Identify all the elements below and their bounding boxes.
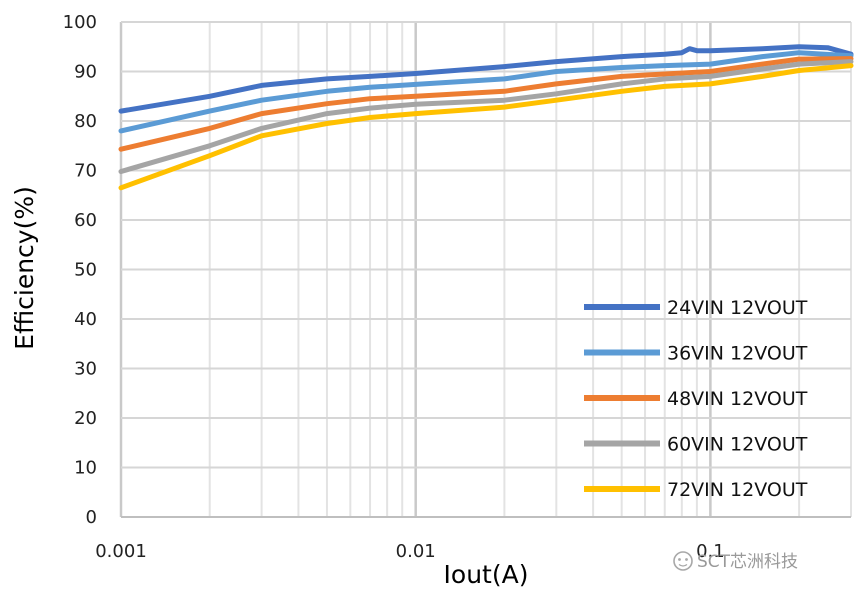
legend-label-5: 72VIN 12VOUT [667,479,808,501]
legend-label-2: 36VIN 12VOUT [667,343,808,365]
series-line-4 [118,59,854,174]
y-tick-label: 80 [74,111,97,132]
x-tick-label: 0.001 [95,541,147,562]
grid [119,21,852,518]
watermark: SCT芯洲科技 [673,551,798,572]
y-tick-label: 60 [74,210,97,231]
series-lines [118,44,854,191]
legend: 24VIN 12VOUT 36VIN 12VOUT 48VIN 12VOUT 60VI… [584,297,808,501]
legend-label-1: 24VIN 12VOUT [667,297,808,319]
x-axis-title: Iout(A) [444,560,529,589]
x-tick-label: 0.1 [696,541,725,562]
x-tick-label: 0.01 [396,541,436,562]
y-tick-label: 50 [74,260,97,281]
y-tick-label: 30 [74,359,97,380]
series-line-3 [118,56,854,152]
y-axis-title: Efficiency(%) [10,186,39,350]
legend-label-4: 60VIN 12VOUT [667,434,808,456]
y-tick-label: 0 [86,507,97,528]
y-tick-label: 10 [74,458,97,479]
wechat-icon [673,551,693,571]
y-tick-label: 70 [74,161,97,182]
watermark-text: SCT芯洲科技 [697,552,798,572]
y-tick-label: 20 [74,408,97,429]
y-tick-label: 90 [74,62,97,83]
series-line-1 [118,44,854,114]
axes: 0 10 20 30 40 50 60 70 80 90 100 0.001 0.01 0.1 Iout(A… [10,12,851,589]
y-tick-label: 100 [63,12,97,33]
legend-label-3: 48VIN 12VOUT [667,388,808,410]
series-line-5 [118,63,854,191]
series-line-2 [118,50,854,134]
y-tick-label: 40 [74,309,97,330]
